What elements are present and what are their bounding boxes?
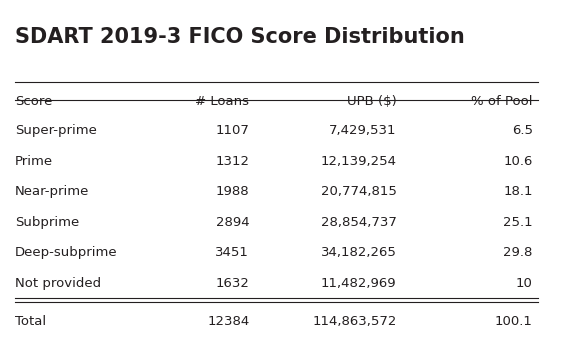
Text: Score: Score — [15, 95, 52, 108]
Text: SDART 2019-3 FICO Score Distribution: SDART 2019-3 FICO Score Distribution — [15, 27, 465, 47]
Text: 2894: 2894 — [215, 216, 249, 229]
Text: 10.6: 10.6 — [503, 155, 532, 168]
Text: 11,482,969: 11,482,969 — [321, 277, 397, 290]
Text: 12,139,254: 12,139,254 — [320, 155, 397, 168]
Text: # Loans: # Loans — [196, 95, 249, 108]
Text: 1107: 1107 — [215, 124, 249, 137]
Text: 25.1: 25.1 — [503, 216, 532, 229]
Text: Deep-subprime: Deep-subprime — [15, 246, 117, 259]
Text: 114,863,572: 114,863,572 — [312, 315, 397, 328]
Text: 1632: 1632 — [215, 277, 249, 290]
Text: 3451: 3451 — [215, 246, 249, 259]
Text: 7,429,531: 7,429,531 — [329, 124, 397, 137]
Text: Subprime: Subprime — [15, 216, 79, 229]
Text: 6.5: 6.5 — [512, 124, 532, 137]
Text: 100.1: 100.1 — [495, 315, 532, 328]
Text: 29.8: 29.8 — [503, 246, 532, 259]
Text: Super-prime: Super-prime — [15, 124, 97, 137]
Text: Prime: Prime — [15, 155, 53, 168]
Text: 28,854,737: 28,854,737 — [320, 216, 397, 229]
Text: 12384: 12384 — [207, 315, 249, 328]
Text: % of Pool: % of Pool — [471, 95, 532, 108]
Text: UPB ($): UPB ($) — [347, 95, 397, 108]
Text: Not provided: Not provided — [15, 277, 101, 290]
Text: 10: 10 — [516, 277, 532, 290]
Text: 18.1: 18.1 — [503, 185, 532, 198]
Text: 20,774,815: 20,774,815 — [320, 185, 397, 198]
Text: 1988: 1988 — [215, 185, 249, 198]
Text: 1312: 1312 — [215, 155, 249, 168]
Text: 34,182,265: 34,182,265 — [320, 246, 397, 259]
Text: Total: Total — [15, 315, 46, 328]
Text: Near-prime: Near-prime — [15, 185, 89, 198]
